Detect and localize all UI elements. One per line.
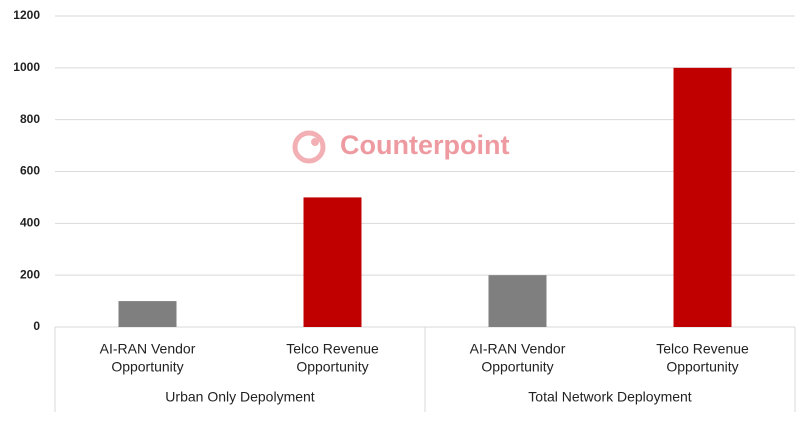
x-tick-label: Opportunity <box>666 359 738 375</box>
bar <box>118 301 177 327</box>
x-tick-label: AI-RAN Vendor <box>470 341 566 357</box>
x-tick-label: Opportunity <box>111 359 183 375</box>
x-tick-label: AI-RAN Vendor <box>100 341 196 357</box>
group-label: Urban Only Depolyment <box>165 389 315 405</box>
x-tick-label: Telco Revenue <box>656 341 749 357</box>
y-tick-label: 1000 <box>13 60 40 74</box>
bar <box>303 197 362 327</box>
logo-dot <box>311 138 319 146</box>
group-label: Total Network Deployment <box>528 389 692 405</box>
y-tick-label: 600 <box>20 164 40 178</box>
watermark: Counterpoint <box>340 130 509 160</box>
y-tick-label: 800 <box>20 112 40 126</box>
y-tick-label: 400 <box>20 216 40 230</box>
x-tick-label: Telco Revenue <box>286 341 379 357</box>
x-tick-label: Opportunity <box>296 359 368 375</box>
bar <box>673 67 732 327</box>
bar <box>488 275 547 327</box>
y-tick-label: 1200 <box>13 8 40 22</box>
x-tick-label: Opportunity <box>481 359 553 375</box>
y-tick-label: 0 <box>33 319 40 333</box>
watermark-logo <box>292 130 326 164</box>
y-tick-label: 200 <box>20 267 40 281</box>
logo-ring <box>292 130 326 164</box>
